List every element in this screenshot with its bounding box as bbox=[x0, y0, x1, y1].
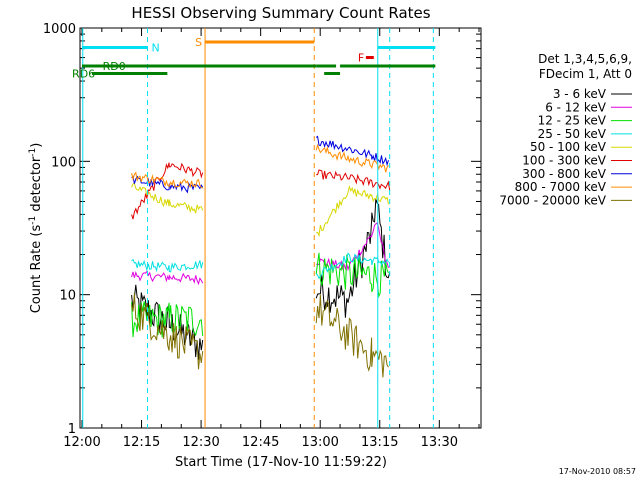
x-tick-label: 13:00 bbox=[301, 435, 338, 450]
plot-area: 12:00 12:15 12:30 12:45 13:00 13:15 13:30 1 10 10… bbox=[43, 22, 482, 450]
series-line-pass1 bbox=[131, 162, 204, 220]
flag-bar-label: RD6 bbox=[72, 68, 95, 81]
legend-entry-label: 12 - 25 keV bbox=[538, 114, 607, 128]
legend: Det 1,3,4,5,6,9, FDecim 1, Att 0 3 - 6 k… bbox=[499, 52, 632, 207]
series-line-pass2 bbox=[316, 222, 390, 272]
y-label-end: ) bbox=[29, 143, 44, 148]
y-label-mid: detector bbox=[29, 156, 44, 216]
legend-header-line2: FDecim 1, Att 0 bbox=[539, 67, 632, 81]
series-line-pass2 bbox=[315, 252, 389, 299]
series-line-pass1 bbox=[131, 284, 204, 360]
y-tick-label: 100 bbox=[51, 155, 76, 170]
series-line-pass2 bbox=[315, 143, 389, 173]
flag-bar-label: S bbox=[195, 36, 202, 49]
plot-frame bbox=[79, 27, 482, 429]
y-tick-label: 1000 bbox=[43, 22, 76, 37]
x-tick-label: 13:15 bbox=[361, 435, 398, 450]
legend-entry-label: 3 - 6 keV bbox=[553, 87, 607, 101]
y-tick-label: 10 bbox=[59, 289, 76, 304]
x-tick-label: 12:00 bbox=[63, 435, 100, 450]
y-axis-label: Count Rate (s-1 detector-1) bbox=[28, 143, 44, 314]
series-line-pass1 bbox=[131, 182, 204, 214]
series-line-pass2 bbox=[315, 252, 389, 280]
legend-entry-label: 25 - 50 keV bbox=[538, 127, 607, 141]
legend-entry-label: 800 - 7000 keV bbox=[515, 180, 607, 194]
flag-bar-label: RD0 bbox=[103, 60, 126, 73]
legend-entry-label: 6 - 12 keV bbox=[545, 100, 607, 114]
x-tick-label: 12:15 bbox=[123, 435, 160, 450]
series-line-pass2 bbox=[315, 294, 389, 378]
series-line-pass2 bbox=[316, 169, 391, 191]
flag-bar-label: F bbox=[358, 52, 364, 65]
series-line-pass1 bbox=[131, 293, 204, 370]
series-line-pass2 bbox=[315, 135, 389, 167]
x-axis-label: Start Time (17-Nov-10 11:59:22) bbox=[175, 455, 387, 470]
footer-timestamp: 17-Nov-2010 08:57 bbox=[559, 467, 636, 476]
flag-bar-label: N bbox=[151, 42, 159, 55]
y-label-sup2: -1 bbox=[28, 148, 38, 157]
legend-entry-label: 300 - 800 keV bbox=[522, 167, 606, 181]
x-tick-label: 13:30 bbox=[421, 435, 458, 450]
series-line-pass1 bbox=[131, 270, 204, 286]
y-label-sup1: -1 bbox=[28, 216, 38, 225]
y-label-main: Count Rate (s bbox=[29, 225, 44, 314]
series-line-pass2 bbox=[315, 198, 391, 318]
y-tick-label: 1 bbox=[68, 422, 76, 437]
series-line-pass1 bbox=[131, 171, 203, 189]
legend-header-line1: Det 1,3,4,5,6,9, bbox=[538, 52, 632, 66]
series-line-pass1 bbox=[131, 301, 204, 338]
series-line-pass1 bbox=[131, 258, 204, 273]
series-line-pass2 bbox=[316, 185, 389, 238]
legend-entry-label: 100 - 300 keV bbox=[522, 154, 606, 168]
legend-entry-label: 7000 - 20000 keV bbox=[499, 193, 606, 207]
x-tick-label: 12:45 bbox=[242, 435, 279, 450]
chart-title: HESSI Observing Summary Count Rates bbox=[131, 4, 430, 22]
x-tick-label: 12:30 bbox=[182, 435, 219, 450]
legend-entry-label: 50 - 100 keV bbox=[530, 140, 607, 154]
